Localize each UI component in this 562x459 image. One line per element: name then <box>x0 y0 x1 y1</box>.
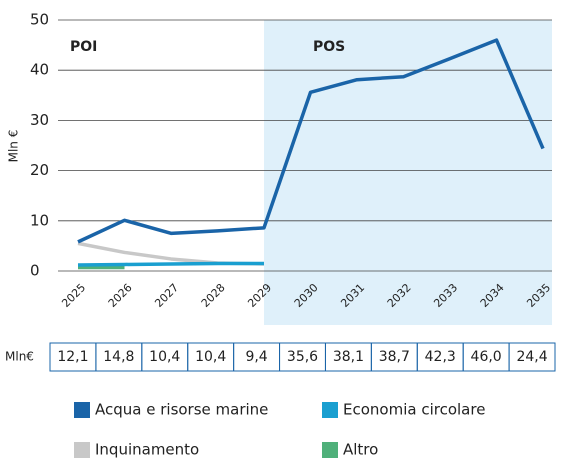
y-tick-label: 0 <box>30 262 40 280</box>
table-value: 38,7 <box>379 349 410 365</box>
x-tick-label: 2027 <box>152 281 181 310</box>
table-value: 9,4 <box>245 349 267 365</box>
legend-swatch <box>322 442 338 458</box>
table-value: 24,4 <box>516 349 547 365</box>
annotation: POS <box>313 39 345 55</box>
line-series <box>77 261 264 267</box>
table-label: Mln€ <box>5 350 34 364</box>
table-cell <box>508 342 556 372</box>
legend-label: Inquinamento <box>95 441 199 459</box>
legend-label: Economia circolare <box>343 401 485 419</box>
shaded-region <box>264 20 552 325</box>
table-value: 35,6 <box>287 349 318 365</box>
y-axis-label: Mln € <box>7 130 21 163</box>
legend-label: Acqua e risorse marine <box>95 401 268 419</box>
table-value: 46,0 <box>471 349 502 365</box>
line-series <box>77 241 265 266</box>
table-value: 38,1 <box>333 349 364 365</box>
x-tick-label: 2028 <box>199 281 228 310</box>
y-tick-label: 50 <box>30 11 49 29</box>
legend-swatch <box>322 402 338 418</box>
table-value: 14,8 <box>103 349 134 365</box>
y-tick-label: 10 <box>30 211 49 229</box>
line-series <box>77 38 545 244</box>
annotation: POI <box>70 39 97 55</box>
legend-swatch <box>74 402 90 418</box>
y-tick-label: 40 <box>30 61 49 79</box>
table-value: 10,4 <box>195 349 226 365</box>
y-tick-label: 20 <box>30 161 49 179</box>
y-tick-label: 30 <box>30 111 49 129</box>
table-value: 42,3 <box>425 349 456 365</box>
legend-swatch <box>74 442 90 458</box>
table-value: 12,1 <box>57 349 88 365</box>
x-tick-label: 2025 <box>59 281 88 310</box>
table-value: 10,4 <box>149 349 180 365</box>
x-tick-label: 2026 <box>106 281 135 310</box>
legend-label: Altro <box>343 441 378 459</box>
